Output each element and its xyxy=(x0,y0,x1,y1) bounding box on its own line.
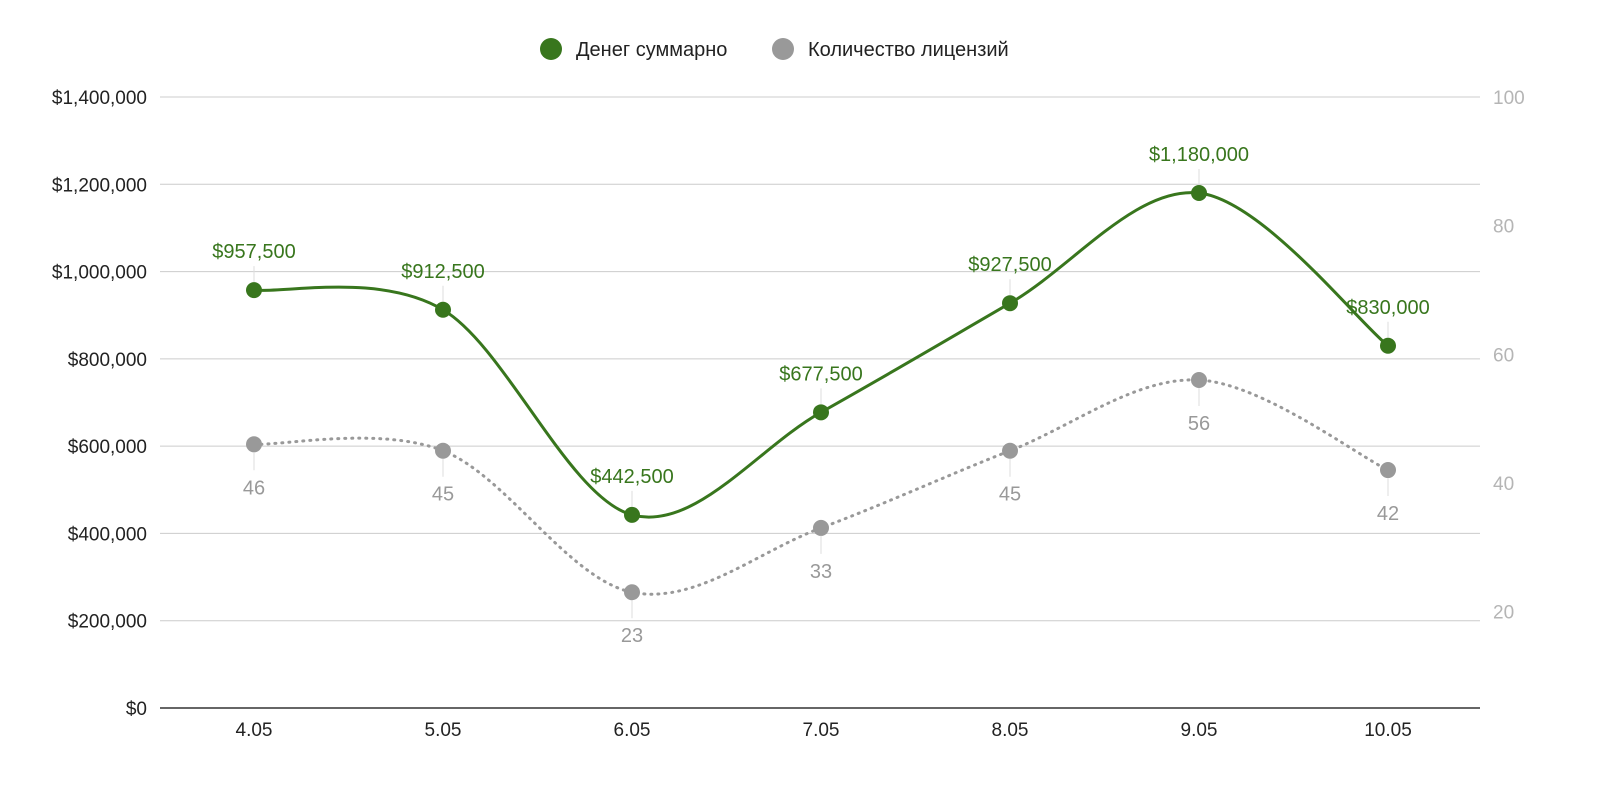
series-line xyxy=(252,191,1390,519)
y-left-tick-label: $1,200,000 xyxy=(52,175,147,196)
data-point xyxy=(624,506,640,523)
data-point xyxy=(1380,462,1396,479)
legend-marker xyxy=(540,38,562,60)
data-label: 45 xyxy=(432,484,454,506)
x-tick-label: 10.05 xyxy=(1364,720,1412,741)
data-label: $677,500 xyxy=(779,363,862,385)
data-label: 56 xyxy=(1188,413,1210,435)
data-label: 45 xyxy=(999,484,1021,506)
data-label: 23 xyxy=(621,625,643,647)
y-right-tick-label: 40 xyxy=(1493,474,1514,495)
data-label: $830,000 xyxy=(1346,297,1429,319)
data-label: $957,500 xyxy=(212,241,295,263)
y-right-tick-label: 60 xyxy=(1493,345,1514,366)
y-left-tick-label: $200,000 xyxy=(68,612,147,633)
y-right-tick-label: 80 xyxy=(1493,217,1514,238)
data-point xyxy=(1191,371,1207,388)
y-left-tick-label: $800,000 xyxy=(68,350,147,371)
data-point xyxy=(813,519,829,536)
x-tick-label: 9.05 xyxy=(1181,720,1218,741)
data-label: 33 xyxy=(810,561,832,583)
y-left-tick-label: $1,400,000 xyxy=(52,88,147,109)
x-tick-label: 6.05 xyxy=(614,720,651,741)
x-tick-label: 7.05 xyxy=(803,720,840,741)
y-right-tick-label: 20 xyxy=(1493,603,1514,624)
data-label: 42 xyxy=(1377,503,1399,525)
data-label: $927,500 xyxy=(968,254,1051,276)
data-label: $1,180,000 xyxy=(1149,144,1249,166)
y-left-tick-label: $400,000 xyxy=(68,524,147,545)
legend-label: Количество лицензий xyxy=(808,39,1009,61)
data-label: $442,500 xyxy=(590,466,673,488)
x-tick-label: 8.05 xyxy=(992,720,1029,741)
y-right-tick-label: 100 xyxy=(1493,88,1525,109)
data-point xyxy=(1002,295,1018,312)
legend-label: Денег суммарно xyxy=(576,39,727,61)
data-point xyxy=(1380,337,1396,354)
data-point xyxy=(624,584,640,601)
data-point xyxy=(813,404,829,421)
data-point xyxy=(1191,185,1207,202)
y-left-tick-label: $0 xyxy=(126,699,147,720)
data-label: $912,500 xyxy=(401,261,484,283)
y-left-tick-label: $1,000,000 xyxy=(52,263,147,284)
y-left-tick-label: $600,000 xyxy=(68,437,147,458)
legend-marker xyxy=(772,38,794,60)
data-point xyxy=(246,282,262,299)
x-tick-label: 4.05 xyxy=(236,720,273,741)
data-label: 46 xyxy=(243,477,265,499)
data-point xyxy=(435,442,451,459)
x-tick-label: 5.05 xyxy=(425,720,462,741)
data-point xyxy=(435,301,451,318)
data-point xyxy=(1002,442,1018,459)
data-point xyxy=(246,436,262,453)
